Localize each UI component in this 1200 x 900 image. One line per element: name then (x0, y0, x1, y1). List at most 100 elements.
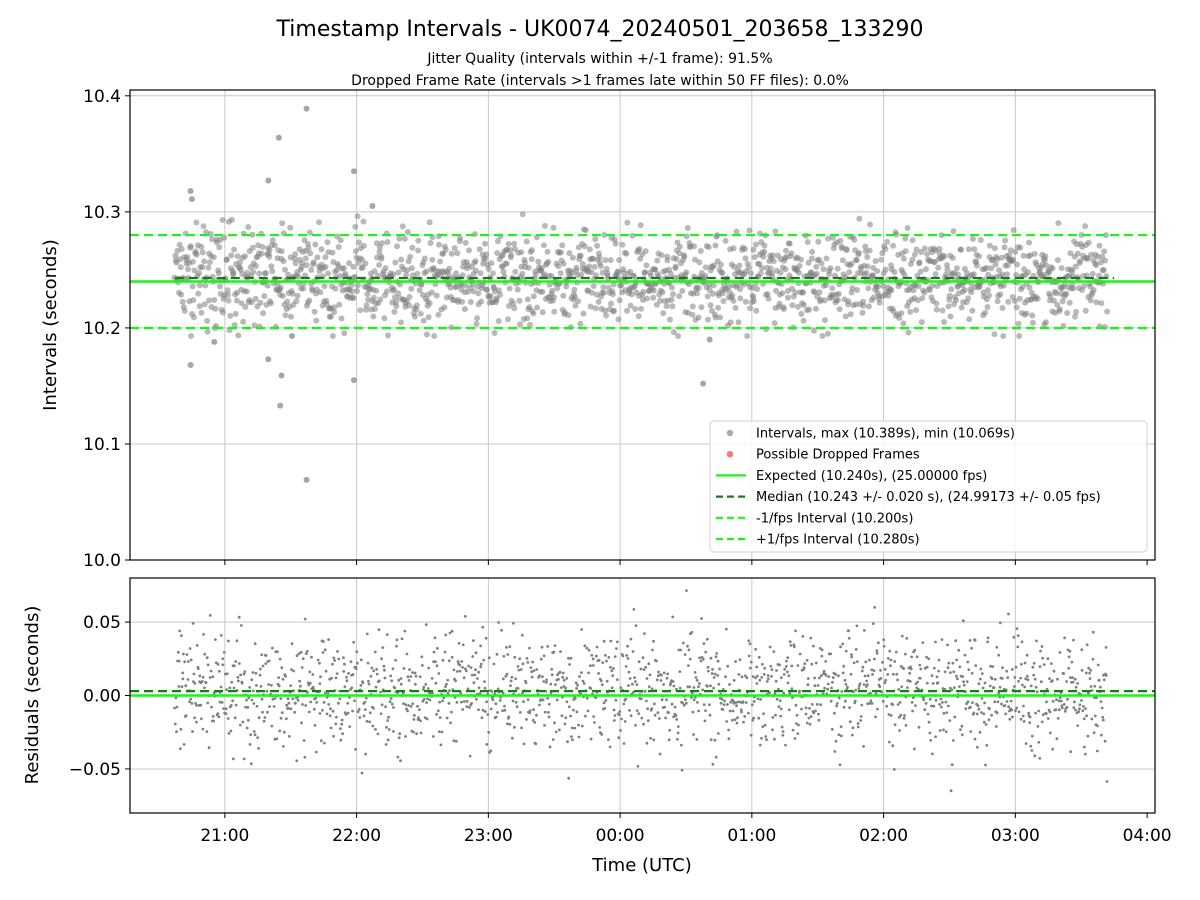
interval-point (637, 255, 644, 262)
interval-point (234, 289, 241, 296)
interval-point (554, 285, 561, 292)
interval-point (618, 282, 625, 289)
residual-point (885, 704, 888, 708)
residual-point (612, 719, 616, 722)
interval-point (607, 257, 614, 264)
interval-point (179, 298, 186, 305)
residual-point (834, 672, 837, 676)
residual-point (706, 684, 709, 688)
residual-point (1057, 708, 1061, 712)
interval-point (234, 253, 241, 260)
residual-point (562, 685, 566, 688)
interval-point (926, 287, 933, 294)
residual-point (980, 697, 984, 700)
interval-point (199, 264, 206, 271)
interval-point (950, 228, 957, 235)
residual-point (425, 717, 429, 721)
residual-point (530, 675, 534, 679)
interval-point (327, 313, 334, 320)
interval-point (401, 235, 408, 242)
interval-point (395, 290, 402, 297)
interval-point (381, 315, 388, 322)
interval-point (225, 297, 232, 304)
residual-point (364, 696, 368, 700)
interval-point (968, 289, 975, 296)
residual-point (758, 678, 762, 682)
residual-point (1034, 685, 1038, 689)
residual-point (1073, 677, 1077, 681)
residual-point (869, 691, 872, 695)
interval-point (767, 265, 774, 272)
residual-point (525, 718, 528, 721)
interval-point (478, 298, 485, 305)
residual-point (998, 685, 1002, 689)
residual-point (617, 736, 621, 740)
interval-point (863, 269, 870, 276)
residual-point (634, 624, 638, 627)
residual-point (189, 658, 193, 662)
residual-point (1093, 696, 1096, 699)
interval-point (527, 321, 533, 328)
residual-point (260, 697, 264, 701)
residual-point (1080, 648, 1084, 652)
residual-point (736, 716, 739, 720)
residual-point (460, 660, 464, 663)
interval-point (442, 246, 449, 253)
residual-point (834, 739, 838, 743)
residual-point (781, 733, 785, 737)
residual-point (682, 703, 686, 707)
residual-point (446, 678, 450, 682)
residual-point (1038, 665, 1042, 668)
residual-point (193, 682, 197, 685)
interval-point (285, 271, 292, 278)
residual-point (1052, 669, 1056, 673)
residual-point (995, 711, 999, 715)
residual-point (501, 677, 505, 681)
residual-point (818, 647, 822, 650)
residual-point (461, 643, 465, 647)
residual-point (315, 750, 318, 754)
residual-point (656, 711, 660, 715)
residual-point (351, 673, 355, 676)
residual-point (570, 726, 574, 730)
interval-point (933, 306, 940, 313)
interval-point (310, 259, 317, 266)
residual-point (683, 653, 687, 656)
residual-point (673, 705, 677, 709)
residual-point (332, 656, 336, 660)
residual-point (645, 741, 649, 745)
residual-point (343, 662, 346, 666)
interval-point (582, 227, 589, 234)
residual-point (481, 625, 485, 629)
residual-point (362, 714, 366, 718)
residual-point (180, 634, 183, 637)
residual-point (1012, 635, 1016, 639)
residual-point (928, 731, 932, 735)
interval-point (929, 282, 936, 289)
interval-point (657, 297, 664, 304)
interval-point (267, 300, 274, 307)
residual-point (1024, 677, 1028, 681)
residual-point (191, 730, 194, 733)
residual-point (466, 687, 470, 691)
residual-point (450, 629, 454, 633)
interval-point (809, 248, 816, 255)
interval-point (1005, 298, 1012, 305)
residual-point (563, 722, 567, 726)
interval-point (673, 256, 680, 263)
residual-point (905, 637, 909, 640)
interval-point (216, 283, 223, 290)
interval-point (308, 266, 315, 273)
residual-point (409, 705, 413, 708)
residual-point (222, 651, 226, 654)
residual-point (829, 652, 833, 656)
interval-point (382, 265, 389, 271)
residual-point (871, 622, 875, 625)
residual-point (541, 698, 545, 702)
residual-point (866, 702, 870, 706)
chart-subtitle-dropped: Dropped Frame Rate (intervals >1 frames … (351, 73, 849, 89)
residual-point (1010, 668, 1014, 671)
residual-point (883, 681, 887, 685)
legend-label: Expected (10.240s), (25.00000 fps) (756, 469, 987, 484)
residual-point (479, 662, 483, 666)
